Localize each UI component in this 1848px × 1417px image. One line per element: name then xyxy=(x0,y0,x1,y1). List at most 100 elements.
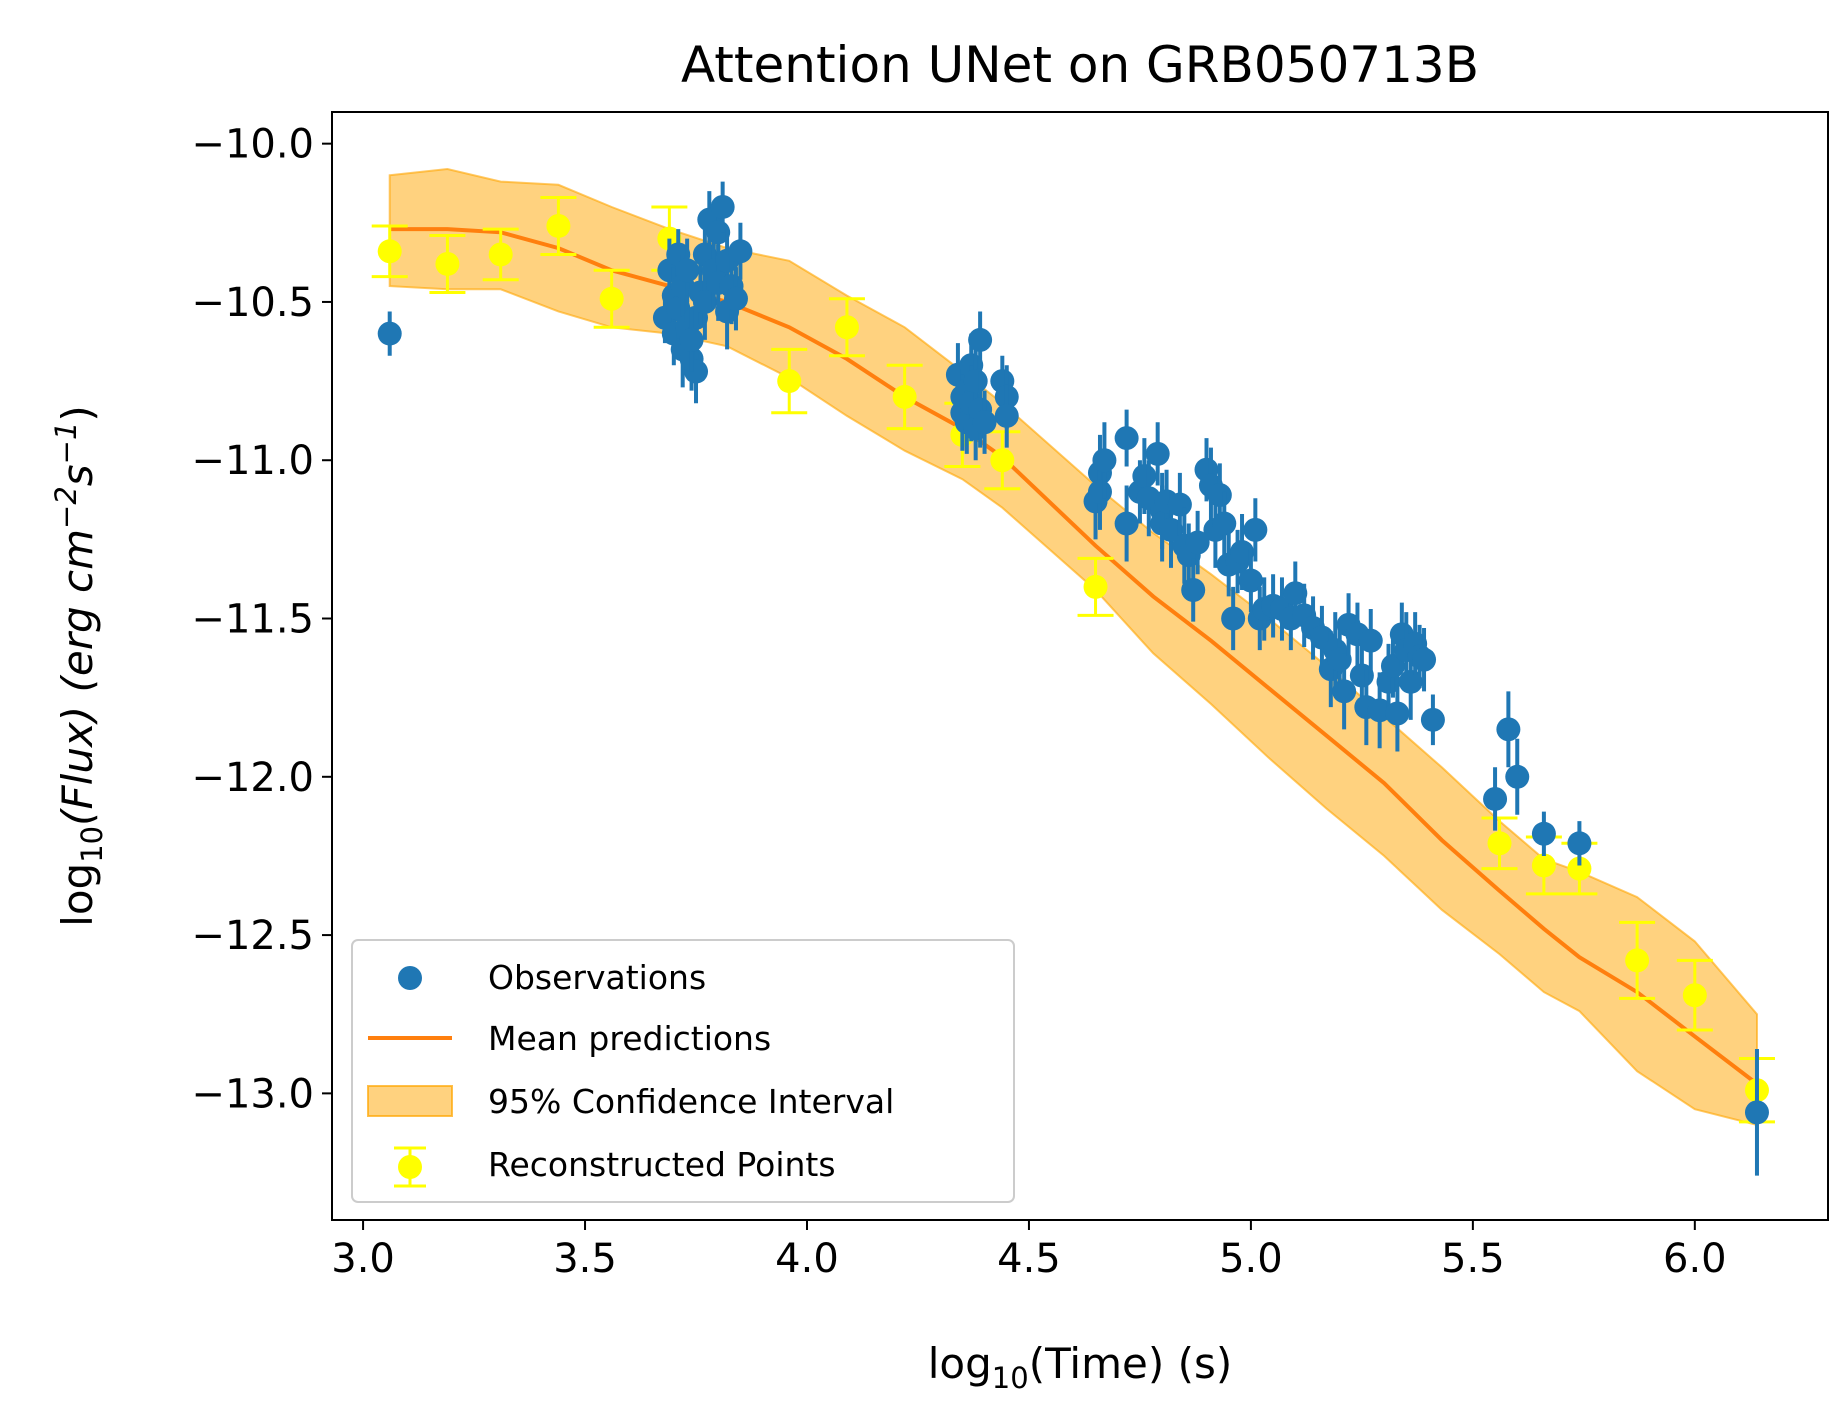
y-axis-label-log: log xyxy=(53,863,102,927)
y-tick-label: −10.5 xyxy=(191,280,314,326)
observation-marker xyxy=(1159,517,1184,542)
observation-point xyxy=(968,311,993,369)
legend-observations-label: Observations xyxy=(488,958,706,997)
y-tick-label: −11.5 xyxy=(191,597,314,643)
reconstructed-marker xyxy=(377,239,402,264)
observation-point xyxy=(377,311,402,356)
x-axis-label: log10(Time) (s) xyxy=(928,1339,1233,1395)
legend: Observations Mean predictions 95% Confid… xyxy=(351,939,1015,1203)
observation-marker xyxy=(1505,764,1530,789)
observation-point xyxy=(1092,422,1117,499)
x-tick-label: 4.0 xyxy=(775,1236,839,1282)
observation-point xyxy=(1185,510,1210,575)
reconstructed-marker xyxy=(1531,853,1556,878)
observations-layer xyxy=(377,181,1769,1176)
y-tick-label: −13.0 xyxy=(191,1071,314,1117)
legend-box xyxy=(351,939,1015,1203)
reconstructed-point xyxy=(828,297,865,358)
observation-marker xyxy=(1483,786,1508,811)
legend-reconstructed-marker xyxy=(394,1146,426,1188)
observation-marker xyxy=(1531,821,1556,846)
y-axis-ticks: −10.0 −10.5 −11.0 −11.5 −12.0 −12.5 −13.0 xyxy=(191,122,332,1117)
observation-marker xyxy=(1496,717,1521,742)
observation-point xyxy=(1114,485,1139,562)
observation-marker xyxy=(710,194,735,219)
observation-marker xyxy=(679,327,704,352)
y-axis-label-sub: 10 xyxy=(75,826,109,863)
observation-marker xyxy=(377,321,402,346)
observation-marker xyxy=(692,289,717,314)
x-axis-label-rest: (Time) (s) xyxy=(1029,1339,1233,1388)
observation-marker xyxy=(1230,540,1255,565)
reconstructed-point xyxy=(371,224,408,279)
observation-point xyxy=(1114,409,1139,467)
observation-marker xyxy=(1221,606,1246,631)
observation-marker xyxy=(723,286,748,311)
observation-point xyxy=(1243,498,1268,562)
observation-marker xyxy=(1398,669,1423,694)
observation-point xyxy=(1238,548,1263,613)
y-tick-label: −11.0 xyxy=(191,438,314,484)
legend-reconstructed-dot xyxy=(398,1155,422,1179)
observation-point xyxy=(710,181,735,233)
plot-frame xyxy=(331,111,1829,1221)
reconstructed-marker xyxy=(488,242,513,267)
chart-title: Attention UNet on GRB050713B xyxy=(681,36,1479,94)
observation-marker xyxy=(1185,530,1210,555)
observation-point xyxy=(1212,491,1237,556)
observation-marker xyxy=(1744,1100,1769,1125)
x-tick-label: 4.5 xyxy=(997,1236,1061,1282)
x-tick-label: 6.0 xyxy=(1663,1236,1727,1282)
observation-marker xyxy=(1567,831,1592,856)
observation-marker xyxy=(1132,464,1157,489)
observation-marker xyxy=(1420,707,1445,732)
observation-marker xyxy=(1181,578,1206,603)
y-axis-label-exp1: −2 xyxy=(49,486,83,529)
observation-marker xyxy=(1412,647,1437,672)
y-axis-label: log10(Flux) (erg cm−2s−1) xyxy=(49,405,109,927)
reconstructed-marker xyxy=(1083,574,1108,599)
reconstructed-marker xyxy=(777,369,802,394)
observation-marker xyxy=(994,403,1019,428)
observation-point xyxy=(1358,609,1383,673)
reconstructed-marker xyxy=(834,315,859,340)
observation-point xyxy=(1412,628,1437,692)
legend-reconstructed-label: Reconstructed Points xyxy=(488,1145,836,1184)
reconstructed-marker xyxy=(1625,948,1650,973)
observation-marker xyxy=(1167,492,1192,517)
observation-marker xyxy=(1367,698,1392,723)
reconstructed-point xyxy=(540,195,577,256)
y-tick-label: −10.0 xyxy=(191,122,314,168)
reconstructed-point xyxy=(1481,816,1518,871)
x-axis-label-sub: 10 xyxy=(992,1361,1029,1395)
observation-marker xyxy=(1385,701,1410,726)
observation-point xyxy=(994,384,1019,448)
observation-point xyxy=(728,222,753,280)
reconstructed-point xyxy=(1619,920,1656,1000)
x-tick-label: 5.0 xyxy=(1219,1236,1283,1282)
reconstructed-point xyxy=(886,363,923,431)
observation-point xyxy=(1332,653,1357,730)
reconstructed-marker xyxy=(1487,831,1512,856)
legend-band-patch xyxy=(367,1085,453,1117)
observation-point xyxy=(972,390,997,454)
y-axis-label-exp2: −1 xyxy=(49,422,83,465)
observation-marker xyxy=(1243,517,1268,542)
observation-marker xyxy=(1212,511,1237,536)
observation-point xyxy=(1567,821,1592,866)
reconstructed-marker xyxy=(546,213,571,238)
reconstructed-marker xyxy=(1682,983,1707,1008)
observation-marker xyxy=(1092,448,1117,473)
y-axis-label-s: s xyxy=(53,464,102,486)
observation-marker xyxy=(1145,441,1170,466)
observation-marker xyxy=(1238,568,1263,593)
observation-marker xyxy=(1358,628,1383,653)
reconstructed-point xyxy=(593,268,630,329)
observation-point xyxy=(679,308,704,372)
reconstructed-point xyxy=(429,233,466,294)
x-tick-label: 5.5 xyxy=(1441,1236,1505,1282)
reconstructed-point xyxy=(482,227,519,282)
observation-marker xyxy=(1380,654,1405,678)
reconstructed-marker xyxy=(599,286,624,311)
observation-point xyxy=(1181,558,1206,622)
